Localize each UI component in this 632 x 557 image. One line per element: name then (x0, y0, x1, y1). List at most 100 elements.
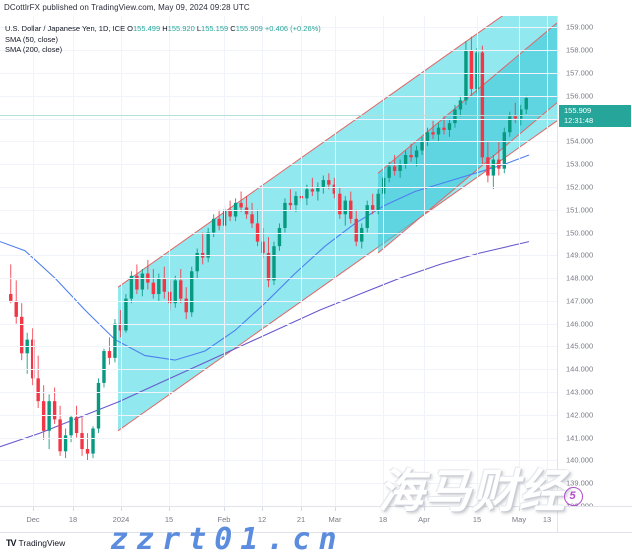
price-axis-label: 142.000 (566, 410, 594, 420)
gridline-vertical (383, 16, 384, 506)
candle-body (80, 433, 84, 450)
candle-body (420, 141, 424, 151)
legend-high-label: H (162, 24, 168, 33)
gridline-vertical (424, 16, 425, 506)
time-axis-tick (224, 507, 225, 511)
candle-body (63, 435, 68, 452)
price-axis-label: 153.000 (566, 159, 594, 169)
candle-body (370, 205, 375, 210)
candle-body (453, 109, 457, 124)
price-axis-label: 156.000 (566, 91, 594, 101)
time-axis-label: Feb (217, 515, 231, 524)
time-axis-tick (335, 507, 336, 511)
candle-body (41, 401, 46, 431)
candle-body (387, 166, 391, 178)
price-axis-label: 144.000 (566, 364, 594, 374)
gridline-horizontal (0, 141, 557, 143)
candle-body (458, 100, 463, 110)
gridline-horizontal (0, 118, 557, 120)
candle-body (414, 150, 419, 158)
time-axis[interactable]: Dec 18 2024 15 Feb 12 21 Mar 18 Apr 15 May 13 (0, 506, 557, 533)
gridline-vertical (224, 16, 225, 506)
price-axis-label: 148.000 (566, 273, 594, 283)
candle-body (113, 323, 117, 358)
time-axis-tick (477, 507, 478, 511)
gridline-horizontal (0, 27, 557, 29)
candle-body (475, 52, 479, 89)
candle-body (316, 186, 320, 192)
candle-body (469, 50, 474, 89)
time-axis-label: 15 (164, 515, 174, 524)
candle-body (195, 253, 199, 272)
legend-open-label: O (127, 24, 134, 33)
gridline-horizontal (0, 392, 557, 394)
candle-body (431, 132, 435, 135)
candle-body (20, 316, 24, 354)
current-price-time: 12:31:48 (564, 116, 594, 125)
gridline-horizontal (0, 232, 557, 234)
time-axis-tick (519, 507, 520, 511)
chart-canvas (0, 16, 557, 461)
time-axis-label: 15 (472, 515, 482, 524)
gridline-vertical (262, 16, 263, 506)
candle-body (124, 298, 128, 331)
candle-body (74, 417, 79, 434)
candle-body (173, 280, 177, 304)
legend-close-label: C (230, 24, 236, 33)
price-axis-label: 158.000 (566, 45, 594, 55)
candle-body (491, 159, 496, 176)
price-axis-label: 146.000 (566, 319, 594, 329)
candle-body (85, 449, 90, 454)
gridline-horizontal (0, 369, 557, 371)
price-axis[interactable]: 159.000158.000157.000156.000155.000154.0… (557, 16, 632, 511)
candle-body (129, 275, 134, 299)
candle-body (327, 180, 331, 185)
gridline-vertical (301, 16, 302, 506)
time-axis-tick (547, 507, 548, 511)
candle-body (294, 196, 298, 206)
candle-body (392, 166, 397, 171)
candle-body (91, 428, 95, 454)
candle-body (244, 207, 249, 215)
candle-body (343, 200, 347, 215)
time-axis-tick (301, 507, 302, 511)
tradingview-logo[interactable]: TV TradingView (6, 538, 65, 548)
gridline-horizontal (0, 483, 557, 485)
candle-body (464, 50, 468, 101)
gridline-horizontal (0, 95, 557, 97)
legend-low-value: 155.159 (201, 24, 229, 33)
candle-body (277, 227, 282, 247)
candle-body (9, 294, 13, 301)
gridline-vertical (73, 16, 74, 506)
watermark-site-url: zzrt01.cn (110, 522, 345, 557)
time-axis-label: Apr (418, 515, 430, 524)
candle-body (480, 52, 485, 158)
candle-body (102, 351, 106, 383)
candle-body (398, 164, 402, 171)
legend-sma50[interactable]: SMA (50, close) (5, 34, 58, 44)
candle-body (184, 298, 188, 313)
legend-sma200[interactable]: SMA (200, close) (5, 45, 63, 54)
gridline-vertical (121, 16, 122, 506)
candle-body (332, 184, 337, 194)
candle-body (376, 193, 380, 210)
candle-body (272, 246, 276, 281)
candle-body (228, 209, 232, 217)
candle-body (403, 155, 408, 165)
time-axis-tick (73, 507, 74, 511)
candle-body (354, 218, 358, 242)
candle-body (30, 339, 35, 379)
candle-body (140, 273, 145, 290)
price-axis-label: 150.000 (566, 228, 594, 237)
legend-symbol-row[interactable]: U.S. Dollar / Japanese Yen, 1D, ICE O155… (5, 24, 321, 35)
candle-body (409, 155, 413, 158)
candle-body (151, 282, 156, 295)
candle-body (338, 193, 342, 215)
price-axis-label: 140.000 (566, 455, 594, 465)
gridline-horizontal (0, 186, 557, 188)
candle-body (190, 271, 194, 313)
candle-body (508, 116, 512, 133)
chart-plot-area[interactable] (0, 16, 557, 506)
gridline-horizontal (0, 209, 557, 211)
footer-bar (0, 532, 632, 557)
